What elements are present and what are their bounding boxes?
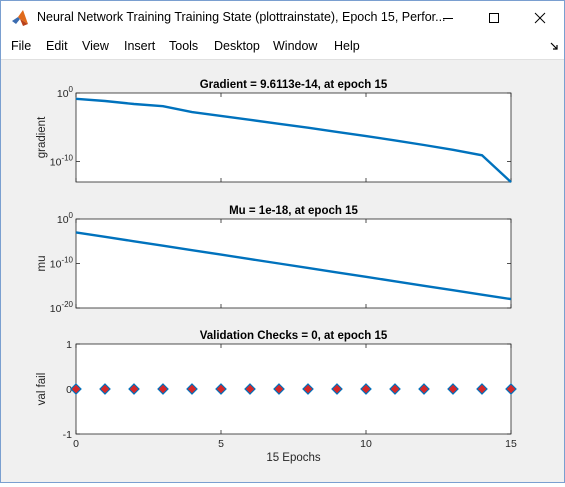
menu-view[interactable]: View xyxy=(82,39,109,53)
data-point-marker xyxy=(215,383,227,395)
minimize-icon xyxy=(443,18,453,19)
window-title: Neural Network Training Training State (… xyxy=(37,10,446,24)
chart-title: Gradient = 9.6113e-14, at epoch 15 xyxy=(200,79,388,91)
menu-tools[interactable]: Tools xyxy=(169,39,199,53)
data-point-marker xyxy=(99,383,111,395)
menu-help[interactable]: Help xyxy=(334,39,360,53)
close-icon xyxy=(534,12,546,24)
series-line xyxy=(75,231,512,301)
data-point-marker xyxy=(360,383,372,395)
menu-desktop[interactable]: Desktop xyxy=(214,39,260,53)
data-point-marker xyxy=(302,383,314,395)
data-point-marker xyxy=(186,383,198,395)
menu-insert[interactable]: Insert xyxy=(124,39,156,53)
data-point-marker xyxy=(447,383,459,395)
matlab-icon xyxy=(12,10,28,26)
y-axis-label: mu xyxy=(36,256,48,272)
data-point-marker xyxy=(128,383,140,395)
chart-panel-1: Mu = 1e-18, at epoch 15 mu xyxy=(36,205,512,309)
y-tick-label: 10-10 xyxy=(50,256,74,271)
y-tick-label: 10-10 xyxy=(50,153,74,168)
x-axis-label: 15 Epochs xyxy=(266,452,321,464)
x-tick-label: 10 xyxy=(360,438,372,450)
series-line xyxy=(75,97,512,183)
axes-box xyxy=(75,92,512,183)
close-button[interactable] xyxy=(517,1,563,35)
data-point-marker xyxy=(418,383,430,395)
title-bar[interactable]: Neural Network Training Training State (… xyxy=(1,1,564,35)
x-tick-label: 0 xyxy=(73,438,79,450)
y-tick-label: 100 xyxy=(57,211,74,226)
y-tick-label: 1 xyxy=(66,339,72,351)
data-point-marker xyxy=(273,383,285,395)
x-tick-label: 5 xyxy=(218,438,224,450)
menu-edit[interactable]: Edit xyxy=(46,39,68,53)
minimize-button[interactable] xyxy=(425,1,471,35)
y-axis-label: val fail xyxy=(36,373,48,406)
x-tick-label: 15 xyxy=(505,438,517,450)
axes-box xyxy=(75,343,512,435)
menu-window[interactable]: Window xyxy=(273,39,318,53)
maximize-button[interactable] xyxy=(471,1,517,35)
data-point-marker xyxy=(244,383,256,395)
plots-svg: Gradient = 9.6113e-14, at epoch 15 gradie… xyxy=(36,79,517,464)
chart-panel-2: Validation Checks = 0, at epoch 15 val fa… xyxy=(36,330,517,464)
chart-title: Validation Checks = 0, at epoch 15 xyxy=(200,330,388,342)
data-point-marker xyxy=(505,383,517,395)
data-point-marker xyxy=(476,383,488,395)
y-tick-label: 0 xyxy=(66,384,72,396)
y-axis-label: gradient xyxy=(36,116,48,158)
data-point-marker xyxy=(70,383,82,395)
y-tick-label: 10-20 xyxy=(50,300,74,315)
data-point-marker xyxy=(331,383,343,395)
maximize-icon xyxy=(489,13,499,23)
menu-bar: File Edit View Insert Tools Desktop Wind… xyxy=(1,35,564,60)
data-point-marker xyxy=(157,383,169,395)
figure-canvas: Gradient = 9.6113e-14, at epoch 15 gradie… xyxy=(1,60,564,482)
y-tick-label: -1 xyxy=(63,429,72,441)
axes-box xyxy=(75,218,512,309)
dock-arrow-icon[interactable] xyxy=(549,41,559,51)
chart-title: Mu = 1e-18, at epoch 15 xyxy=(229,205,358,217)
data-point-marker xyxy=(389,383,401,395)
chart-panel-0: Gradient = 9.6113e-14, at epoch 15 gradie… xyxy=(36,79,512,183)
y-tick-label: 100 xyxy=(57,85,74,100)
menu-file[interactable]: File xyxy=(11,39,32,53)
